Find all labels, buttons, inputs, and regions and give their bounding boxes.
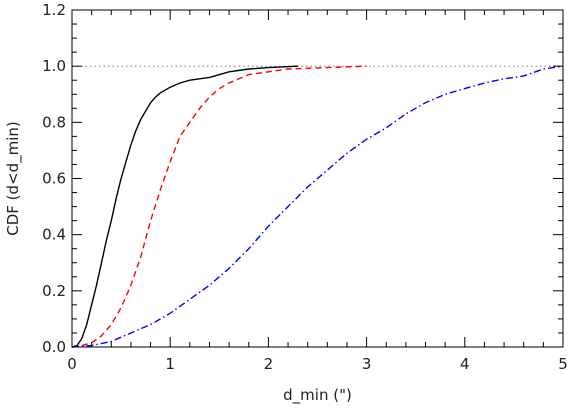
x-axis-ticks: 0 1 2 3 4 5 xyxy=(67,10,568,373)
x-tick-label: 0 xyxy=(67,355,77,373)
x-tick-label: 1 xyxy=(165,355,175,373)
x-tick-label: 3 xyxy=(362,355,372,373)
x-tick-label: 5 xyxy=(558,355,568,373)
series-group xyxy=(71,65,564,348)
y-tick-label: 0.4 xyxy=(42,226,66,244)
y-tick-label: 0.0 xyxy=(42,338,66,356)
series-line-solid xyxy=(71,65,298,348)
series-line-dashed xyxy=(71,65,367,348)
y-tick-label: 0.2 xyxy=(42,282,66,300)
y-axis-ticks: 0.0 0.2 0.4 0.6 0.8 1.0 1.2 xyxy=(42,1,563,356)
y-axis-label: CDF (d<d_min) xyxy=(4,121,23,236)
y-tick-label: 1.0 xyxy=(42,57,66,75)
x-tick-label: 2 xyxy=(264,355,274,373)
y-tick-label: 0.8 xyxy=(42,113,66,131)
series-line-dashdot xyxy=(71,65,564,348)
y-tick-label: 1.2 xyxy=(42,1,66,19)
y-tick-label: 0.6 xyxy=(42,170,66,188)
x-axis-label: d_min (") xyxy=(283,386,352,405)
x-tick-label: 4 xyxy=(460,355,470,373)
